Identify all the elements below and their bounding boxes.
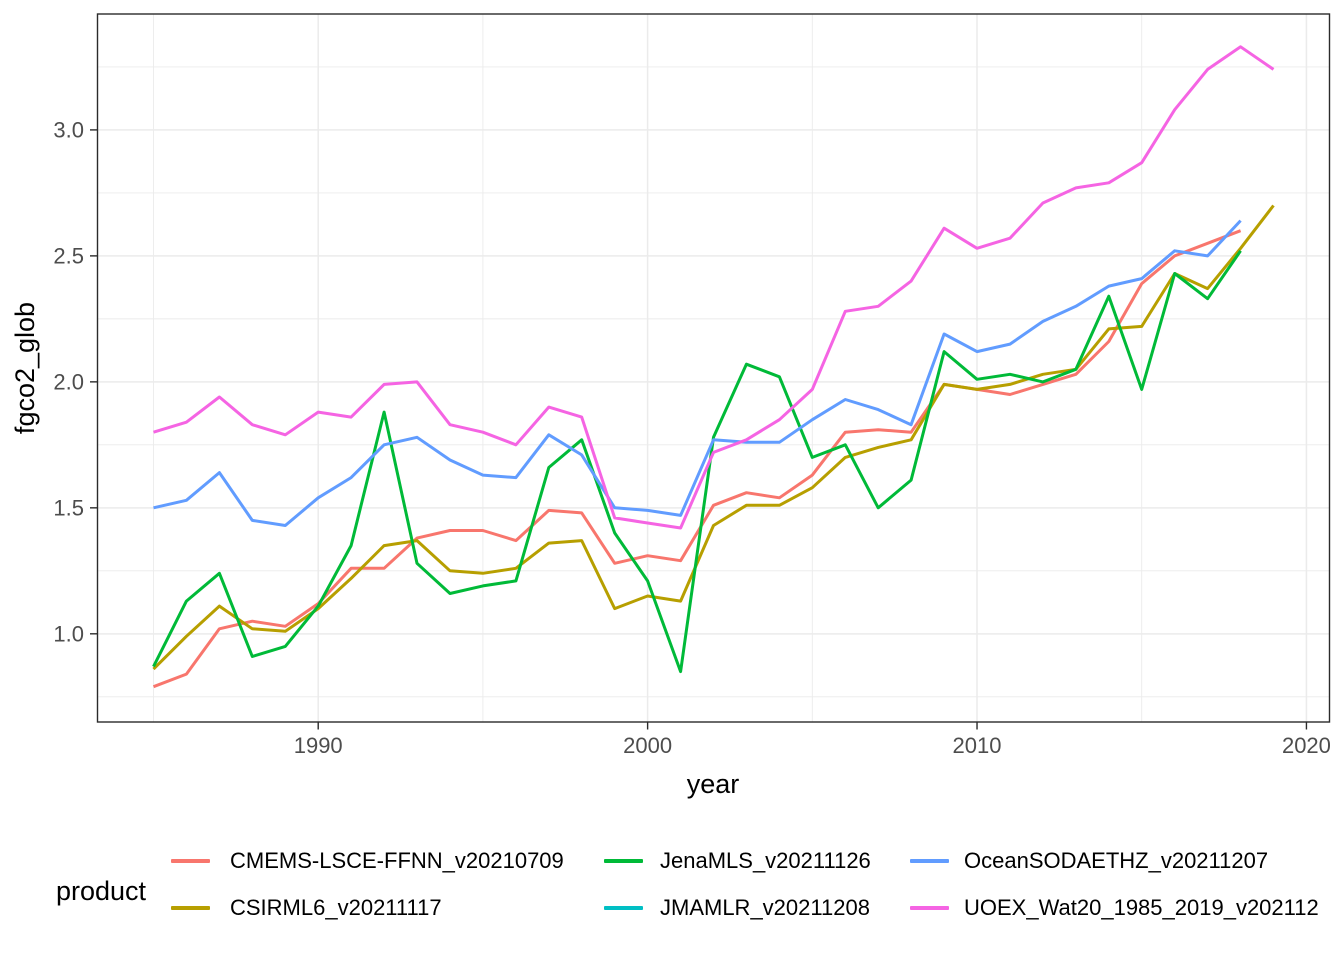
series-line-OceanSODAETHZ_v20211207 — [153, 219, 1242, 527]
y-tick-label: 1.5 — [53, 496, 84, 521]
y-tick-label: 3.0 — [53, 118, 84, 143]
x-axis-title: year — [687, 769, 740, 799]
x-axis-tick-labels: 1990 2000 2010 2020 — [294, 733, 1331, 758]
x-tick-label: 2000 — [623, 733, 672, 758]
gridlines-major — [97, 14, 1330, 722]
series-line-JenaMLS_v20211126 — [152, 249, 1242, 674]
series-lines — [152, 45, 1275, 689]
gridlines-minor — [97, 14, 1330, 722]
y-tick-label: 1.0 — [53, 622, 84, 647]
y-axis-tick-labels: 1.0 1.5 2.0 2.5 3.0 — [53, 118, 84, 647]
y-tick-label: 2.0 — [53, 370, 84, 395]
axis-tick-marks — [90, 129, 1308, 730]
series-line-UOEX_Wat20_1985_2019_v202112 — [153, 45, 1275, 530]
series-line-CSIRML6_v20211117 — [152, 204, 1275, 671]
y-tick-label: 2.5 — [53, 244, 84, 269]
y-axis-title: fgco2_glob — [10, 302, 40, 434]
x-tick-label: 1990 — [294, 733, 343, 758]
x-tick-label: 2020 — [1282, 733, 1331, 758]
series-line-CMEMS-LSCE-FFNN_v20210709 — [152, 229, 1242, 689]
panel-border — [96, 13, 1331, 723]
x-tick-label: 2010 — [953, 733, 1002, 758]
